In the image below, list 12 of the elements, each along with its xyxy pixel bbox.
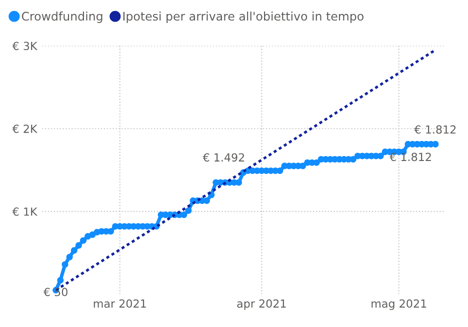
annotation: € 1.492 [202,153,244,162]
y-tick-label: € 3K [12,42,38,50]
x-tick-label: mag 2021 [372,299,426,310]
y-tick-label: € 1K [12,207,38,216]
y-tick-label: € 2K [12,124,38,133]
annotation: € 1.812 [390,152,431,162]
legend-label: Crowdfunding [22,12,102,23]
annotation: € 50 [43,288,68,296]
annotation: € 1.812 [414,125,456,134]
legend-label: Ipotesi per arrivare all'obiettivo in tempo [123,12,364,23]
x-tick-label: apr 2021 [237,299,286,310]
x-tick-label: mar 2021 [94,299,146,308]
